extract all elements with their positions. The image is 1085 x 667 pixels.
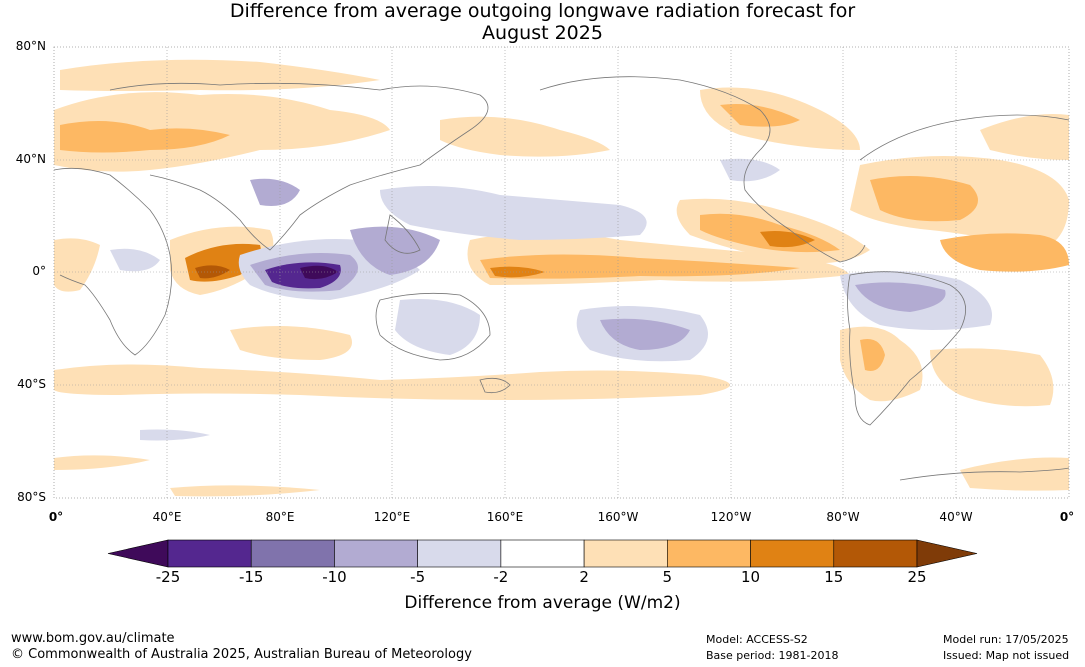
- footer-model-run: Model run: 17/05/2025: [943, 633, 1069, 646]
- lat-label-80s: 80°S: [17, 490, 46, 504]
- colorbar-cell: [583, 539, 668, 568]
- lon-label-120w: 120°W: [710, 510, 752, 524]
- map-title-line-2: August 2025: [482, 22, 603, 44]
- lon-label-40e: 40°E: [152, 510, 182, 524]
- colorbar-tick-label: 5: [662, 568, 673, 586]
- colorbar-label: Difference from average (W/m2): [404, 593, 681, 613]
- lat-label-40s: 40°S: [17, 377, 46, 391]
- colorbar-tick-label: -25: [155, 568, 181, 586]
- colorbar-cell: [250, 539, 335, 568]
- footer-issued: Issued: Map not issued: [943, 649, 1070, 662]
- colorbar-cell: [833, 539, 918, 568]
- lon-label-160w: 160°W: [597, 510, 639, 524]
- map-border: [53, 46, 1070, 499]
- colorbar-tick-label: -2: [493, 568, 509, 586]
- negative-anomaly-regions: [110, 158, 992, 441]
- footer-copyright: © Commonwealth of Australia 2025, Austra…: [11, 647, 472, 662]
- colorbar-cells: [107, 539, 978, 568]
- lon-label-160e: 160°E: [486, 510, 524, 524]
- colorbar-tick-label: 10: [741, 568, 761, 586]
- lat-label-0: 0°: [32, 264, 46, 278]
- lon-label-0-right: 0°: [1059, 510, 1075, 524]
- colorbar-tick-label: 2: [579, 568, 589, 586]
- colorbar-tick-label: -5: [410, 568, 426, 586]
- footer-url: www.bom.gov.au/climate: [11, 631, 175, 646]
- map-title-line-1: Difference from average outgoing longwav…: [229, 0, 856, 22]
- lon-label-0-left: 0°: [48, 510, 64, 524]
- colorbar-cell: [667, 539, 751, 568]
- colorbar-cell: [417, 539, 502, 568]
- colorbar-tick-label: 25: [907, 568, 927, 586]
- colorbar-tick-label: 15: [824, 568, 844, 586]
- colorbar-extend-low: [107, 539, 169, 568]
- colorbar-tick-label: -15: [238, 568, 264, 586]
- positive-anomaly-regions: [54, 59, 1069, 497]
- lon-label-80e: 80°E: [265, 510, 295, 524]
- lon-label-80w: 80°W: [826, 510, 860, 524]
- lat-label-40n: 40°N: [15, 152, 46, 166]
- colorbar-cell: [167, 539, 252, 568]
- footer-model: Model: ACCESS-S2: [706, 633, 808, 646]
- colorbar-tick-label: -10: [322, 568, 347, 586]
- colorbar-extend-high: [916, 539, 978, 568]
- lon-label-120e: 120°E: [373, 510, 411, 524]
- colorbar-cell: [500, 539, 585, 568]
- coastlines: [53, 76, 1070, 481]
- colorbar-cell: [750, 539, 835, 568]
- lat-label-80n: 80°N: [15, 39, 46, 53]
- colorbar-cell: [334, 539, 418, 568]
- lon-label-40w: 40°W: [939, 510, 973, 524]
- footer-base-period: Base period: 1981-2018: [706, 649, 839, 662]
- graticule: [54, 47, 1069, 498]
